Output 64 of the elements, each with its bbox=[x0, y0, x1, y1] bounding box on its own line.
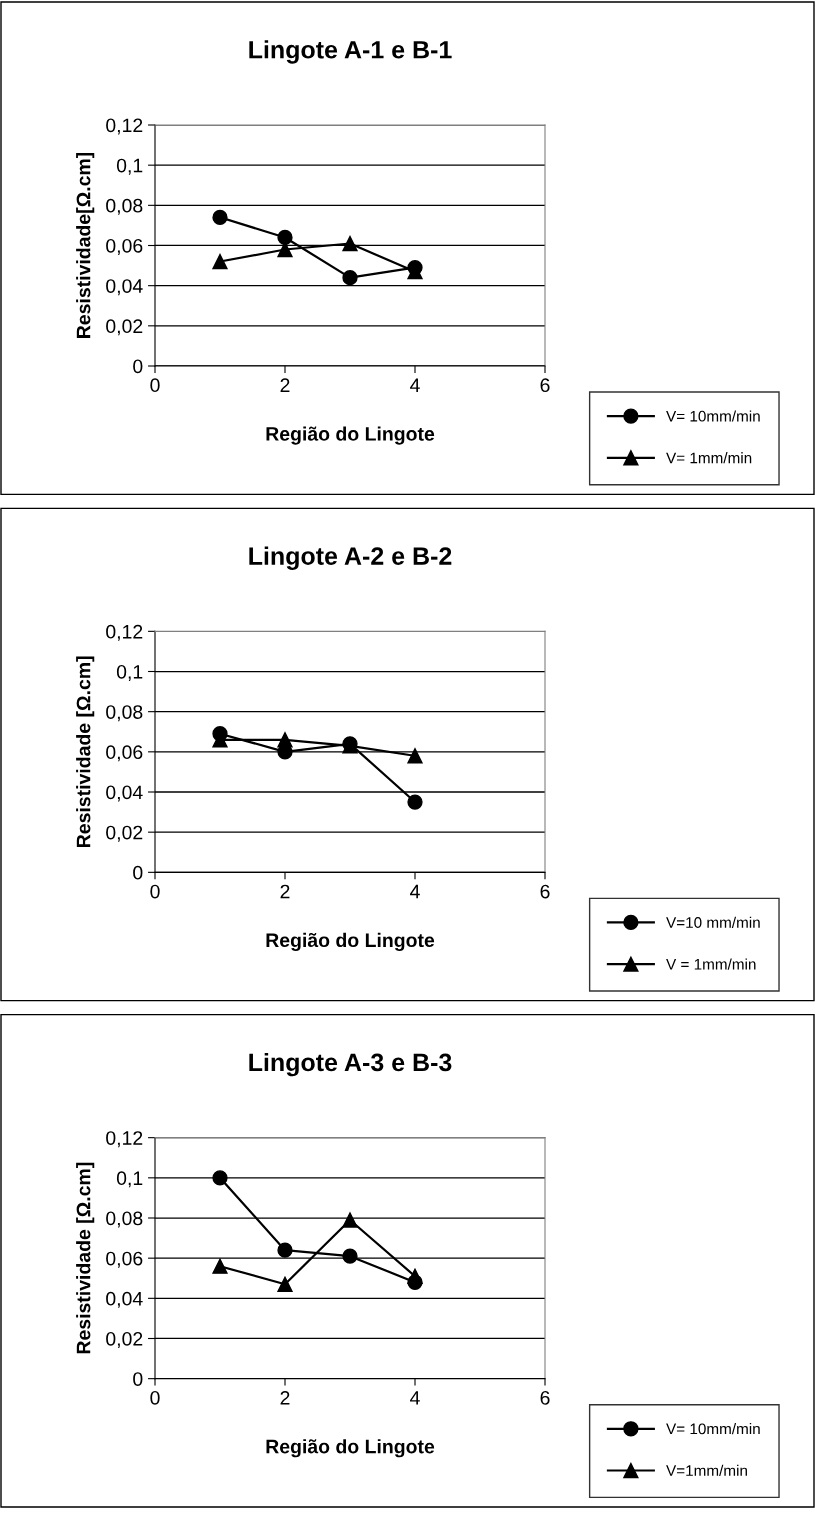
x-tick-label: 2 bbox=[280, 884, 290, 899]
y-tick-label: 0,1 bbox=[116, 1171, 143, 1188]
point bbox=[407, 748, 423, 764]
y-tick-label: 0,06 bbox=[106, 745, 143, 762]
x-tick-label: 0 bbox=[150, 884, 160, 899]
x-tick-label: 6 bbox=[540, 378, 550, 393]
point bbox=[407, 1274, 423, 1290]
y-tick-label: 0,02 bbox=[106, 825, 143, 842]
y-tick-label: 0,02 bbox=[106, 319, 143, 336]
x-tick-label: 6 bbox=[540, 884, 550, 899]
point bbox=[342, 1248, 358, 1264]
y-tick-label: 0,08 bbox=[106, 705, 143, 722]
point bbox=[212, 209, 228, 226]
y-tick-label: 0,12 bbox=[106, 118, 143, 135]
point bbox=[277, 229, 293, 246]
y-tick-label: 0,04 bbox=[106, 1291, 143, 1308]
point bbox=[277, 1276, 293, 1292]
y-tick-label: 0,08 bbox=[106, 1211, 143, 1228]
y-tick-label: 0 bbox=[133, 1372, 143, 1386]
y-tick-label: 0,1 bbox=[116, 664, 143, 682]
y-tick-label: 0,12 bbox=[106, 624, 143, 641]
point bbox=[342, 269, 358, 286]
y-tick-label: 0,02 bbox=[106, 1331, 143, 1349]
y-tick-label: 0,08 bbox=[106, 198, 143, 215]
y-tick-label: 0,04 bbox=[106, 785, 143, 802]
y-tick-label: 0,06 bbox=[106, 1251, 143, 1268]
chart-title: Lingote A-1 e B-1 bbox=[249, 40, 452, 64]
point bbox=[277, 1242, 293, 1258]
y-tick-label: 0,1 bbox=[116, 158, 143, 175]
x-tick-label: 2 bbox=[280, 1390, 290, 1405]
point bbox=[407, 259, 423, 276]
x-tick-label: 4 bbox=[410, 378, 420, 392]
point bbox=[212, 1258, 228, 1274]
chart-title: Lingote A-3 e B-3 bbox=[249, 1052, 452, 1077]
x-tick-label: 6 bbox=[540, 1390, 550, 1405]
x-tick-label: 4 bbox=[410, 884, 420, 899]
point bbox=[342, 235, 358, 252]
y-axis-title: Resistividade [Ω.cm] bbox=[76, 1162, 95, 1354]
chart-title: Lingote A-2 e B-2 bbox=[249, 546, 452, 570]
y-axis-title: Resistividade [Ω.cm] bbox=[76, 656, 95, 847]
point bbox=[212, 253, 228, 270]
x-axis-title: Região do Lingote bbox=[266, 1439, 435, 1458]
point bbox=[407, 794, 423, 810]
legend-label: V=1mm/min bbox=[666, 1464, 747, 1477]
legend-label: V=10 mm/min bbox=[666, 916, 760, 928]
x-tick-label: 4 bbox=[410, 1391, 420, 1405]
legend-label: V = 1mm/min bbox=[666, 958, 756, 970]
y-tick-label: 0,06 bbox=[106, 238, 143, 256]
y-axis-title: Resistividade[Ω.cm] bbox=[76, 152, 95, 338]
legend-label: V= 10mm/min bbox=[666, 1423, 760, 1435]
x-tick-label: 2 bbox=[280, 378, 290, 392]
y-tick-label: 0 bbox=[133, 359, 143, 374]
x-tick-label: 0 bbox=[150, 1390, 160, 1405]
y-tick-label: 0,04 bbox=[106, 279, 143, 296]
legend-label: V= 1mm/min bbox=[666, 452, 752, 464]
x-tick-label: 0 bbox=[150, 378, 160, 393]
point bbox=[212, 726, 228, 742]
y-tick-label: 0 bbox=[133, 865, 143, 880]
y-tick-label: 0,12 bbox=[106, 1131, 143, 1148]
point bbox=[342, 1212, 358, 1228]
x-axis-title: Região do Lingote bbox=[266, 426, 435, 445]
point bbox=[212, 1170, 228, 1186]
legend-label: V= 10mm/min bbox=[666, 410, 760, 422]
x-axis-title: Região do Lingote bbox=[266, 932, 435, 952]
